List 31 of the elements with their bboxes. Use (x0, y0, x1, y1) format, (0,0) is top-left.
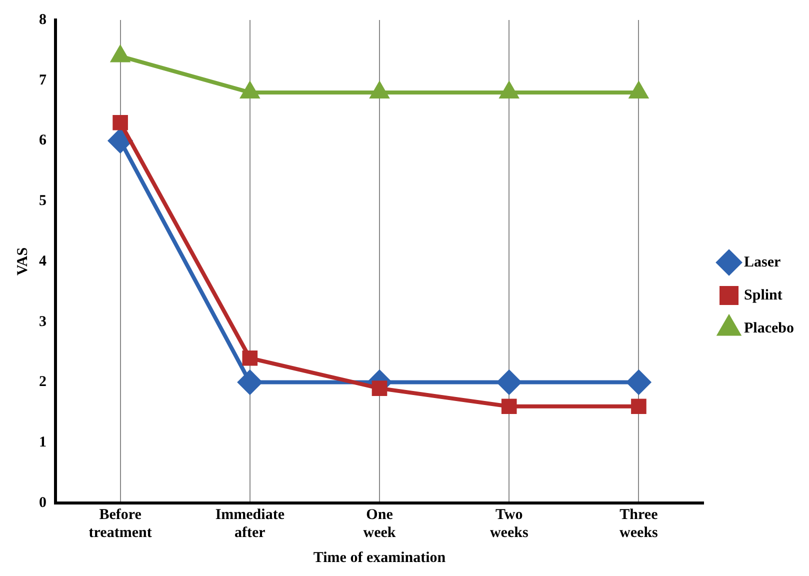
legend-label: Splint (744, 287, 782, 304)
y-axis-title: VAS (14, 247, 31, 276)
y-tick-label: 4 (39, 253, 47, 270)
point (242, 350, 258, 366)
y-tick-label: 6 (39, 132, 47, 149)
point (372, 380, 388, 396)
point (630, 82, 648, 98)
legend-label: Placebo (744, 320, 794, 336)
x-tick-label: Immediate after (215, 506, 285, 541)
x-tick-label: Two weeks (490, 506, 528, 541)
y-tick-label: 1 (39, 434, 46, 450)
point (240, 82, 259, 98)
y-tick-label: 7 (39, 72, 47, 88)
y-tick-label: 2 (39, 374, 46, 390)
y-tick-label: 5 (39, 193, 46, 209)
point (497, 370, 522, 394)
point (501, 398, 517, 414)
x-axis-title: Time of examination (313, 550, 446, 566)
point (500, 82, 518, 98)
point (111, 46, 130, 62)
y-tick-label: 0 (39, 494, 46, 511)
point (238, 370, 262, 394)
y-tick-label: 8 (39, 12, 46, 28)
legend-label: Laser (744, 254, 782, 270)
point (370, 82, 388, 98)
y-tick-label: 3 (39, 314, 46, 330)
point (626, 370, 651, 394)
point (631, 398, 646, 414)
x-tick-label: One week (363, 506, 396, 541)
x-tick-label: Before treatment (88, 506, 152, 541)
x-tick-label: Three weeks (620, 506, 658, 541)
